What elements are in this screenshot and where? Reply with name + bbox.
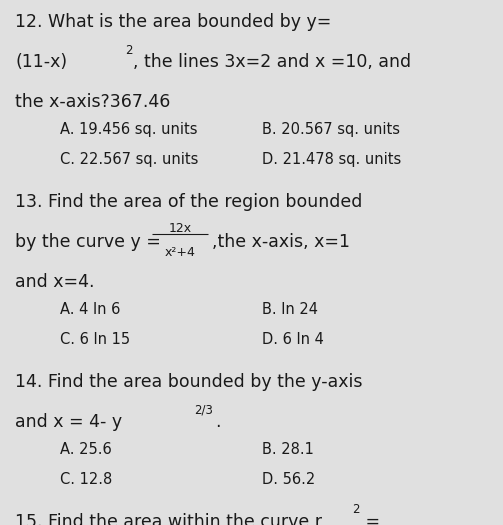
- Text: 2: 2: [125, 44, 132, 57]
- Text: ,the x-axis, x=1: ,the x-axis, x=1: [212, 233, 350, 251]
- Text: A. 19.456 sq. units: A. 19.456 sq. units: [60, 122, 198, 137]
- Text: D. 6 ln 4: D. 6 ln 4: [262, 332, 323, 347]
- Text: C. 22.567 sq. units: C. 22.567 sq. units: [60, 152, 199, 167]
- Text: A. 25.6: A. 25.6: [60, 442, 112, 457]
- Text: 12. What is the area bounded by y=: 12. What is the area bounded by y=: [15, 13, 331, 31]
- Text: B. 28.1: B. 28.1: [262, 442, 313, 457]
- Text: 13. Find the area of the region bounded: 13. Find the area of the region bounded: [15, 193, 363, 211]
- Text: 14. Find the area bounded by the y-axis: 14. Find the area bounded by the y-axis: [15, 373, 363, 391]
- Text: 15. Find the area within the curve r: 15. Find the area within the curve r: [15, 513, 322, 525]
- Text: B. ln 24: B. ln 24: [262, 302, 317, 317]
- Text: and x=4.: and x=4.: [15, 273, 95, 291]
- Text: 12x: 12x: [169, 223, 192, 235]
- Text: and x = 4- y: and x = 4- y: [15, 413, 122, 431]
- Text: C. 6 ln 15: C. 6 ln 15: [60, 332, 130, 347]
- Text: x²+4: x²+4: [164, 246, 196, 259]
- Text: D. 56.2: D. 56.2: [262, 472, 315, 487]
- Text: the x-axis?367.46: the x-axis?367.46: [15, 93, 171, 111]
- Text: A. 4 ln 6: A. 4 ln 6: [60, 302, 121, 317]
- Text: D. 21.478 sq. units: D. 21.478 sq. units: [262, 152, 401, 167]
- Text: C. 12.8: C. 12.8: [60, 472, 113, 487]
- Text: 2: 2: [352, 503, 360, 517]
- Text: (11-x): (11-x): [15, 53, 67, 71]
- Text: =: =: [360, 513, 380, 525]
- Text: , the lines 3x=2 and x =10, and: , the lines 3x=2 and x =10, and: [133, 53, 411, 71]
- Text: B. 20.567 sq. units: B. 20.567 sq. units: [262, 122, 399, 137]
- Text: by the curve y =: by the curve y =: [15, 233, 161, 251]
- Text: 2/3: 2/3: [194, 403, 213, 416]
- Text: .: .: [215, 413, 221, 431]
